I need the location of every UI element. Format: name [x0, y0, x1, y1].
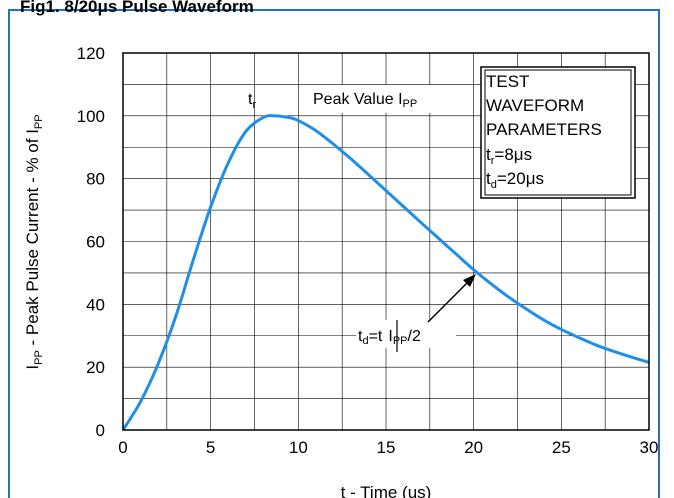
td-label-bg — [356, 320, 456, 348]
y-tick-label: 40 — [86, 295, 105, 314]
y-tick-label: 80 — [86, 170, 105, 189]
legend-box-frame — [480, 66, 636, 199]
y-tick-label: 120 — [77, 44, 105, 63]
tick-labels: 0 5 10 15 20 25 30 0 20 40 60 80 100 120 — [77, 44, 659, 457]
x-tick-label: 30 — [640, 438, 659, 457]
plot-border — [122, 52, 650, 431]
legend-box: TEST WAVEFORM PARAMETERS tr=8μs td=20μs — [480, 66, 636, 199]
td-annotation: td=t IPP/2 — [358, 328, 421, 347]
x-tick-label: 15 — [377, 438, 396, 457]
legend-td: td=20μs — [486, 169, 544, 191]
peak-label-bg — [308, 85, 456, 113]
x-tick-label: 10 — [289, 438, 308, 457]
y-tick-label: 20 — [86, 358, 105, 377]
series-layer — [121, 114, 650, 431]
legend-line-2: WAVEFORM — [486, 96, 584, 115]
y-axis-label: IPP - Peak Pulse Current - % of IPP — [23, 114, 45, 369]
legend-tr: tr=8μs — [486, 145, 532, 167]
legend-line-1: TEST — [486, 72, 529, 91]
figure-frame: Fig1. 8/20μs Pulse Waveform — [8, 0, 660, 498]
legend-line-3: PARAMETERS — [486, 120, 602, 139]
y-tick-label: 100 — [77, 107, 105, 126]
x-tick-label: 5 — [206, 438, 215, 457]
legend-box-inner — [484, 69, 632, 196]
td-arrow-head — [463, 274, 476, 287]
x-tick-label: 20 — [464, 438, 483, 457]
x-tick-label: 0 — [118, 438, 127, 457]
y-tick-label: 0 — [96, 421, 105, 440]
y-tick-label: 60 — [86, 233, 105, 252]
x-tick-label: 25 — [552, 438, 571, 457]
series-line — [121, 114, 650, 431]
figure-title: Fig1. 8/20μs Pulse Waveform — [20, 0, 254, 16]
td-arrow — [427, 279, 471, 323]
tr-annotation: tr — [248, 91, 256, 111]
x-axis-label: t - Time (us) — [341, 483, 432, 498]
peak-annotation: Peak Value IPP — [313, 91, 417, 110]
